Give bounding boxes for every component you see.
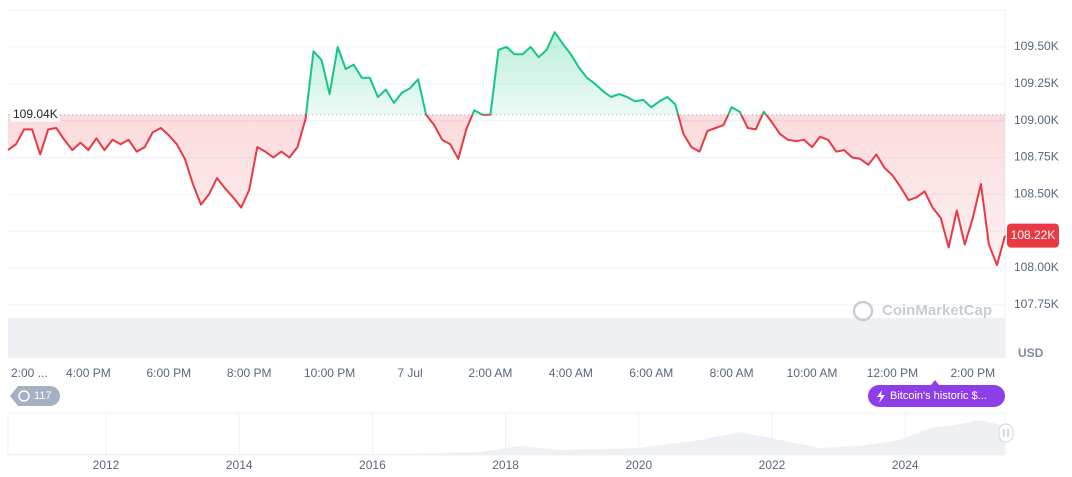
- y-tick-label: 109.00K: [1014, 113, 1059, 127]
- y-unit: USD: [1018, 346, 1044, 360]
- watermark: CoinMarketCap: [852, 300, 992, 322]
- x-tick-label: 10:00 PM: [304, 366, 355, 380]
- x-tick-label: 7 Jul: [397, 366, 422, 380]
- x-tick-label: 6:00 AM: [629, 366, 673, 380]
- baseline-label: 109.04K: [13, 107, 58, 121]
- navigator-year: 2024: [892, 458, 919, 472]
- y-tick-label: 109.25K: [1014, 76, 1059, 90]
- last-price-tag: [1007, 223, 1059, 248]
- x-tick-label: 2:00 PM: [950, 366, 995, 380]
- events-badge[interactable]: 117: [10, 386, 60, 406]
- x-tick-label: 4:00 PM: [66, 366, 111, 380]
- y-tick-label: 107.75K: [1014, 297, 1059, 311]
- navigator-year: 2020: [625, 458, 652, 472]
- x-tick-label: 10:00 AM: [787, 366, 838, 380]
- y-tick-label: 108.75K: [1014, 150, 1059, 164]
- y-tick-label: 108.50K: [1014, 186, 1059, 200]
- x-tick-label: 6:00 PM: [146, 366, 191, 380]
- x-tick-label: 8:00 AM: [710, 366, 754, 380]
- news-badge[interactable]: Bitcoin's historic $...: [868, 380, 1005, 407]
- navigator-year: 2018: [492, 458, 519, 472]
- baseline-label-bg: [10, 105, 60, 122]
- x-tick-label: 12:00 PM: [867, 366, 918, 380]
- watermark-text: CoinMarketCap: [882, 302, 992, 319]
- volume-band: [8, 318, 1005, 358]
- events-count: 117: [34, 390, 52, 402]
- price-line: [7, 31, 1006, 267]
- y-tick-label: 108.00K: [1014, 260, 1059, 274]
- x-tick-label: 2:00 AM: [468, 366, 512, 380]
- x-tick-label: 4:00 AM: [549, 366, 593, 380]
- navigator-year: 2014: [226, 458, 253, 472]
- navigator-year: 2022: [759, 458, 786, 472]
- news-text: Bitcoin's historic $...: [890, 390, 987, 402]
- navigator-year: 2016: [359, 458, 386, 472]
- last-price-label: 108.22K: [1011, 228, 1056, 242]
- price-area: [8, 32, 1005, 266]
- navigator-handle[interactable]: [998, 423, 1014, 443]
- navigator-history: [8, 420, 1005, 455]
- navigator-year: 2012: [93, 458, 120, 472]
- y-tick-label: 109.50K: [1014, 39, 1059, 53]
- x-tick-label: 2:00 ...: [11, 366, 48, 380]
- x-tick-label: 8:00 PM: [227, 366, 272, 380]
